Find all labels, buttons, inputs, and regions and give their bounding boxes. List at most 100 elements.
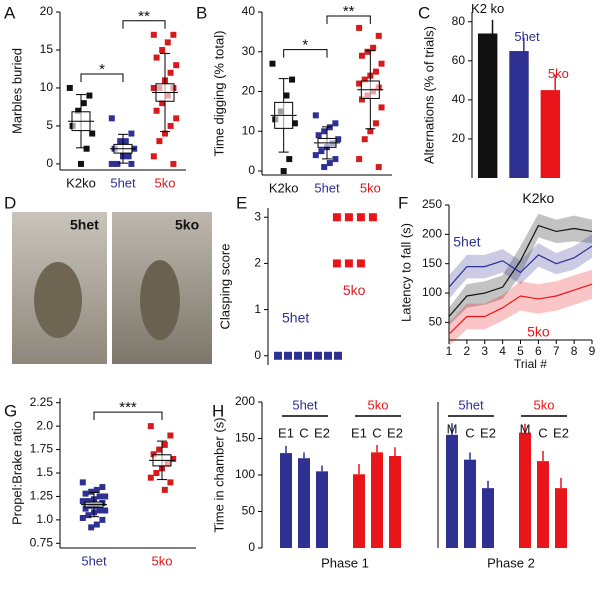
y-tick-label: 20: [452, 131, 466, 145]
data-point: [334, 351, 342, 360]
data-point: [284, 351, 292, 360]
bar: [519, 432, 531, 548]
series-label: 5het: [282, 310, 309, 326]
y-tick-label: 1.5: [36, 465, 53, 479]
data-point: [269, 60, 276, 67]
data-point: [128, 130, 135, 137]
data-point: [358, 52, 365, 59]
data-point: [167, 479, 174, 486]
x-tick-label: 6: [535, 344, 542, 358]
data-point: [356, 213, 365, 222]
y-axis-label: Time digging (% total): [211, 31, 226, 157]
data-point: [79, 479, 86, 486]
data-point: [102, 493, 109, 500]
data-point: [82, 505, 89, 512]
y-tick-label: 80: [452, 14, 466, 28]
error-band: [449, 234, 592, 299]
y-tick-label: 1: [254, 302, 261, 316]
data-point: [321, 128, 328, 135]
x-tick-label: 5ko: [360, 180, 381, 195]
data-point: [170, 160, 177, 167]
bar-label: K2 ko: [471, 1, 504, 16]
data-point: [356, 24, 363, 31]
data-point: [294, 351, 302, 360]
series-line: [448, 283, 593, 335]
significance-label: *: [302, 37, 308, 54]
data-point: [82, 490, 89, 497]
y-tick-label: 0: [248, 163, 255, 177]
data-point: [361, 136, 368, 143]
data-point: [324, 351, 332, 360]
data-point: [332, 120, 339, 127]
data-point: [361, 76, 368, 83]
significance-bracket: [93, 411, 163, 421]
data-point: [375, 32, 382, 39]
data-point: [370, 44, 377, 51]
data-point: [378, 60, 385, 67]
data-point: [372, 120, 379, 127]
y-axis-label: Propel:Brake ratio: [9, 421, 24, 525]
data-point: [79, 498, 86, 505]
data-point: [108, 160, 115, 167]
data-point: [75, 107, 82, 114]
series-label: 5ko: [534, 397, 555, 412]
data-point: [304, 351, 312, 360]
x-tick-label: 5: [517, 344, 524, 358]
data-point: [122, 138, 129, 145]
bar: [280, 453, 292, 548]
panel-letter: F: [398, 193, 408, 212]
data-point: [372, 68, 379, 75]
bar-label: C: [465, 425, 474, 440]
series-label: K2ko: [522, 190, 554, 206]
data-point: [167, 69, 174, 76]
panel-letter: E: [236, 193, 247, 212]
data-point: [93, 486, 100, 493]
y-axis-label: Marbles buried: [9, 48, 24, 134]
bar-label: 5het: [514, 29, 540, 44]
data-point: [167, 432, 174, 439]
data-point: [147, 474, 154, 481]
data-point: [167, 122, 174, 129]
data-point: [344, 259, 353, 268]
data-point: [150, 451, 157, 458]
bar: [482, 488, 494, 548]
panel-letter: D: [4, 193, 16, 212]
x-tick-label: 4: [499, 344, 506, 358]
y-tick-label: 20: [40, 4, 54, 18]
y-tick-label: 15: [40, 42, 54, 56]
data-point: [86, 92, 93, 99]
y-tick-label: 3: [254, 209, 261, 223]
bar: [537, 461, 549, 548]
panel-letter: B: [196, 3, 207, 22]
bar: [389, 456, 401, 548]
x-tick-label: 5het: [110, 175, 136, 190]
data-point: [150, 84, 157, 91]
data-point: [108, 115, 115, 122]
data-point: [364, 48, 371, 55]
data-point: [88, 488, 95, 495]
data-point: [289, 76, 296, 83]
y-tick-label: 150: [422, 256, 442, 270]
y-tick-label: 2.25: [30, 395, 54, 409]
significance-label: **: [138, 8, 150, 25]
x-tick-label: 7: [553, 344, 560, 358]
series-label: 5het: [453, 233, 480, 249]
data-point: [368, 213, 377, 222]
data-point: [147, 423, 154, 430]
y-tick-label: 50: [242, 504, 256, 518]
bar-label: C: [299, 425, 308, 440]
bar: [509, 51, 529, 178]
y-axis-label: Alternations (% of trials): [421, 26, 436, 164]
data-point: [99, 484, 106, 491]
mouse: [34, 262, 82, 338]
x-tick-label: 5ko: [152, 553, 173, 568]
y-tick-label: 0: [248, 540, 255, 554]
y-tick-label: 40: [452, 92, 466, 106]
photo-caption: 5het: [70, 217, 99, 233]
data-point: [161, 441, 168, 448]
data-point: [78, 160, 84, 167]
data-point: [159, 46, 166, 53]
data-point: [96, 507, 103, 514]
data-point: [358, 96, 365, 103]
